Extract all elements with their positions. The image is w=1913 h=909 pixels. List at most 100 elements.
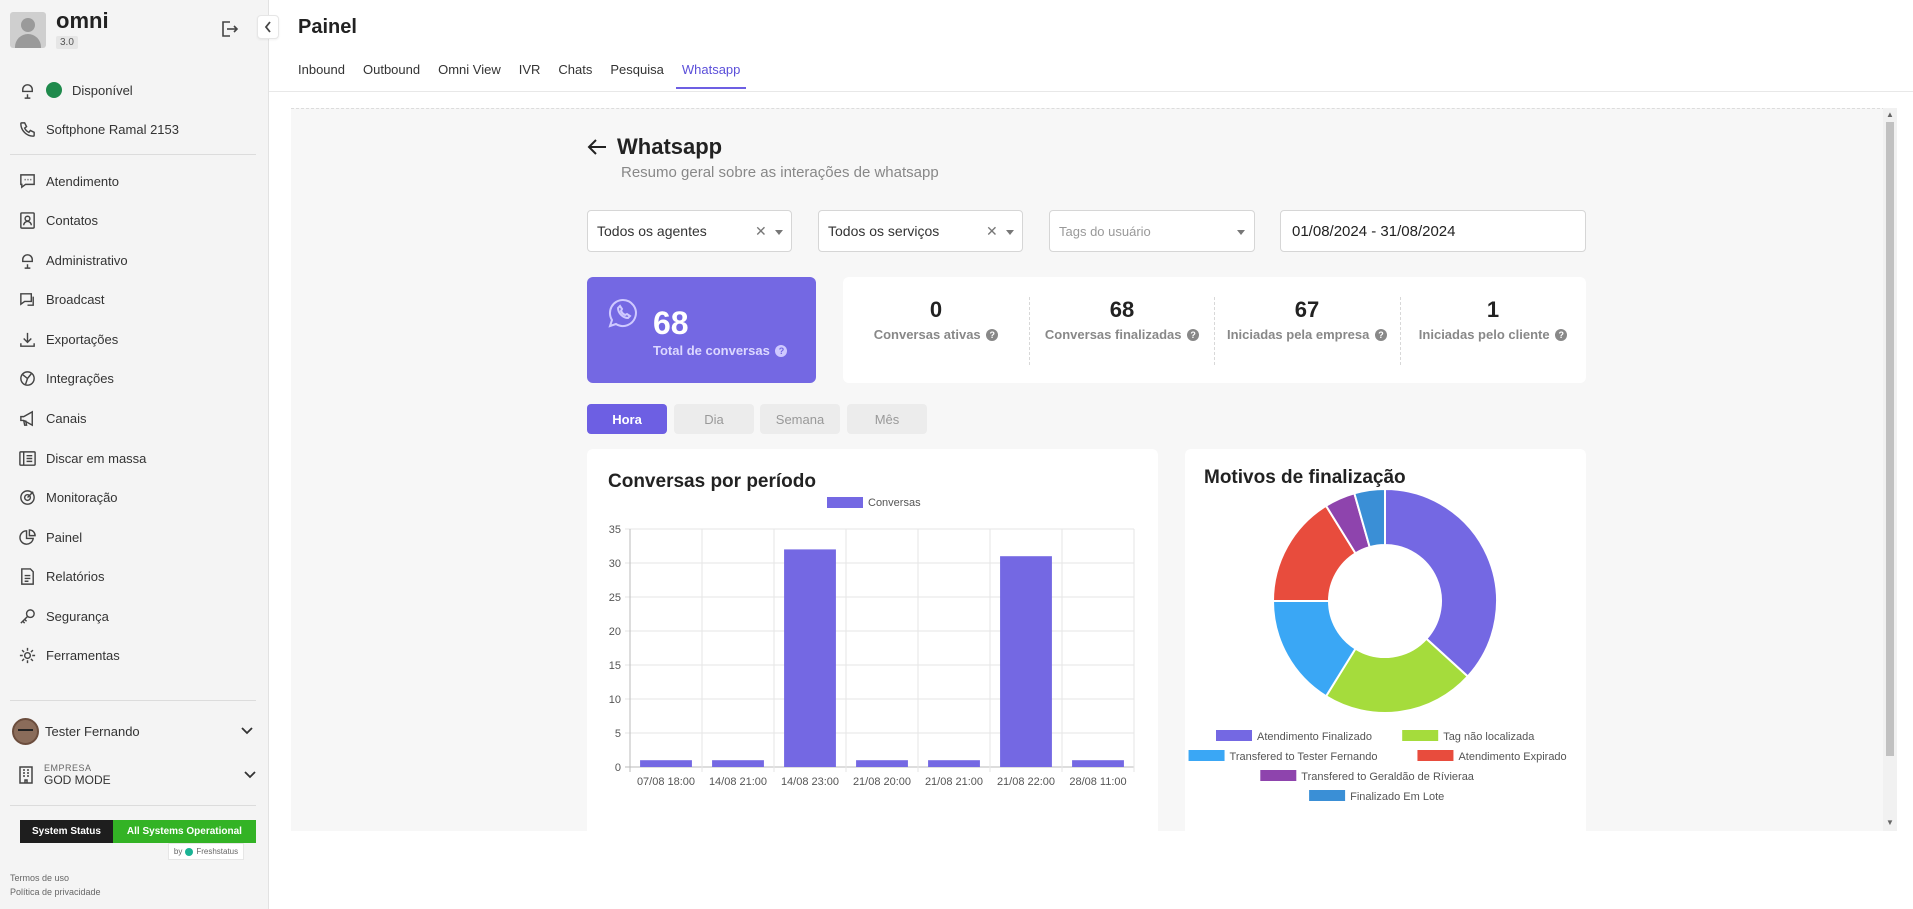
tab-ivr[interactable]: IVR [518,62,541,77]
sidebar-item-label: Exportações [46,331,119,347]
logout-icon[interactable] [219,19,239,39]
sidebar-item-integracoes[interactable]: Integrações [18,367,114,389]
collapse-sidebar-button[interactable] [257,15,279,39]
status-vendor: Freshstatus [196,847,239,856]
tab-inbound[interactable]: Inbound [298,62,345,77]
legend-label: Atendimento Finalizado [1257,731,1372,743]
privacy-link[interactable]: Política de privacidade [10,887,101,897]
scroll-up-icon[interactable]: ▲ [1886,110,1894,119]
sidebar-item-label: Segurança [46,608,109,624]
period-button-dia[interactable]: Dia [674,404,754,434]
stat-value: 0 [929,297,943,322]
total-conversations-value: 68 [653,305,689,341]
date-range-input[interactable]: 01/08/2024 - 31/08/2024 [1280,210,1586,252]
mass-dial-icon [19,450,36,466]
stat-divider [1214,297,1215,365]
sidebar-item-monitoracao[interactable]: Monitoração [18,486,118,508]
whatsapp-subtitle: Resumo geral sobre as interações de what… [621,164,939,181]
sidebar-divider [10,700,256,701]
sidebar-item-ferramentas[interactable]: Ferramentas [18,644,120,666]
sidebar-item-label: Relatórios [46,568,105,584]
brand: omni 3.0 [10,10,109,50]
brand-version: 3.0 [56,36,78,49]
help-icon[interactable]: ? [986,329,999,341]
agents-select[interactable]: Todos os agentes ✕ [587,210,792,252]
help-icon[interactable]: ? [1374,329,1387,341]
sidebar-item-contatos[interactable]: Contatos [18,209,98,231]
bar [1000,556,1052,767]
sidebar-item-label: Canais [46,410,87,426]
stat-label: Iniciadas pelo cliente ? [1400,327,1586,342]
tab-omni-view[interactable]: Omni View [438,62,501,77]
legend-label: Atendimento Expirado [1458,751,1566,763]
bar [856,760,908,767]
system-status-badge[interactable]: System Status All Systems Operational [20,820,256,843]
y-tick-label: 25 [609,592,621,604]
freshstatus-credit[interactable]: by Freshstatus [168,843,244,860]
sidebar-item-exportacoes[interactable]: Exportações [18,328,118,350]
legend-label: Finalizado Em Lote [1350,791,1444,803]
legend-swatch [827,497,863,508]
sidebar-item-label: Monitoração [46,489,118,505]
legend-swatch [1260,770,1297,781]
system-status-value: All Systems Operational [112,820,256,843]
softphone-label: Softphone Ramal 2153 [46,121,179,137]
caret-down-icon [775,230,783,235]
x-tick-label: 14/08 21:00 [709,776,767,788]
scrollbar[interactable]: ▲ ▼ [1883,108,1897,831]
clear-icon[interactable]: ✕ [986,222,998,239]
tab-whatsapp[interactable]: Whatsapp [675,62,746,89]
back-arrow-icon[interactable] [586,136,608,158]
scroll-down-icon[interactable]: ▼ [1886,818,1894,827]
user-name: Tester Fernando [45,723,140,739]
help-icon[interactable]: ? [1187,329,1200,341]
megaphone-icon [20,410,33,426]
period-button-mes[interactable]: Mês [847,404,927,434]
y-tick-label: 20 [609,626,621,638]
company-value: GOD MODE [44,773,111,787]
sidebar-item-broadcast[interactable]: Broadcast [18,288,105,310]
legend-label: Transfered to Geraldão de Rívieraa [1301,771,1475,783]
tags-select[interactable]: Tags do usuário [1049,210,1255,252]
bar [928,760,980,767]
terms-link[interactable]: Termos de uso [10,873,70,883]
sidebar-item-label: Painel [46,529,83,545]
chevron-down-icon [244,771,256,779]
tab-chats[interactable]: Chats [558,62,593,77]
legend-swatch [1216,730,1252,741]
scroll-thumb[interactable] [1886,122,1894,756]
sidebar-item-relatorios[interactable]: Relatórios [18,565,105,587]
period-button-semana[interactable]: Semana [760,404,840,434]
date-range-value: 01/08/2024 - 31/08/2024 [1292,222,1456,240]
help-icon[interactable]: ? [775,345,788,357]
sidebar-item-discar-em-massa[interactable]: Discar em massa [18,447,146,469]
sidebar-item-label: Contatos [46,212,99,228]
stat-label: Iniciadas pela empresa ? [1214,327,1400,342]
sidebar-item-administrativo[interactable]: Administrativo [18,249,128,271]
tab-pesquisa[interactable]: Pesquisa [610,62,664,77]
legend-swatch [1188,750,1225,761]
brand-avatar [10,12,46,48]
gear-icon [19,647,36,663]
clear-icon[interactable]: ✕ [755,222,767,239]
sidebar-item-canais[interactable]: Canais [18,407,86,429]
softphone-item[interactable]: Softphone Ramal 2153 [18,118,179,140]
download-icon [20,332,35,347]
tab-outbound[interactable]: Outbound [363,62,421,77]
stat-label-text: Iniciadas pelo cliente [1418,327,1550,342]
help-icon[interactable]: ? [1555,329,1568,341]
y-tick-label: 30 [609,558,621,570]
user-menu[interactable]: Tester Fernando [12,717,257,745]
sidebar-item-seguranca[interactable]: Segurança [18,605,109,627]
avatar [12,717,39,745]
status-selector[interactable]: Disponível [18,79,133,101]
stat-client-initiated: 1 Iniciadas pelo cliente ? [1400,297,1586,342]
services-select[interactable]: Todos os serviços ✕ [818,210,1023,252]
sidebar-item-painel[interactable]: Painel [18,526,82,548]
company-selector[interactable]: EMPRESA GOD MODE [18,760,256,790]
sidebar-item-label: Integrações [46,370,114,386]
whatsapp-title: Whatsapp [617,134,723,159]
stat-value: 67 [1294,297,1320,322]
period-button-hora[interactable]: Hora [587,404,667,434]
sidebar-item-atendimento[interactable]: Atendimento [18,170,119,192]
